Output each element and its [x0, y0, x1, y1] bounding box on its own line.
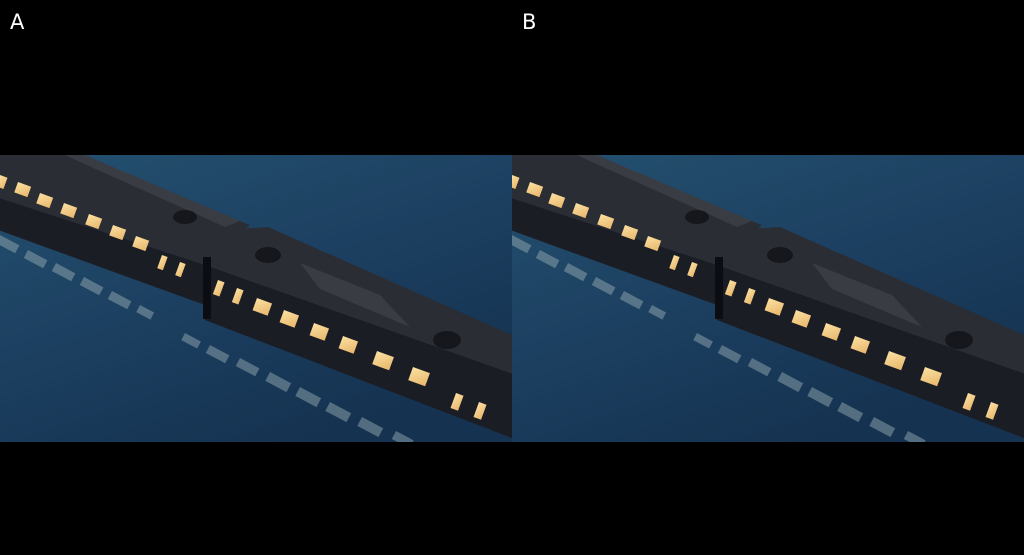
panel-b: B — [512, 0, 1024, 555]
train-scene-svg-b — [512, 155, 1024, 442]
panel-label-a: A — [10, 9, 24, 35]
panel-a: A — [0, 0, 512, 555]
train-scene-svg-a — [0, 155, 512, 442]
panel-label-b: B — [522, 9, 536, 35]
train-scene-image-b — [512, 155, 1024, 442]
train-scene-image-a — [0, 155, 512, 442]
